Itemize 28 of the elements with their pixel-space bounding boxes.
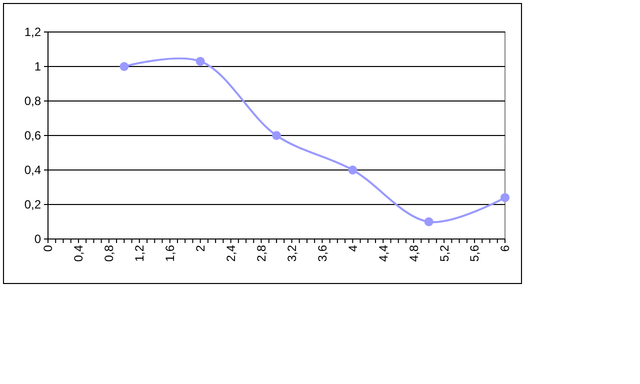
x-tick-label: 2 bbox=[194, 244, 208, 252]
x-tick-label: 0,8 bbox=[102, 244, 116, 262]
y-tick-label: 0,8 bbox=[24, 94, 42, 108]
x-tick-label: 3,2 bbox=[284, 244, 299, 262]
x-tick-label: 0,4 bbox=[72, 244, 86, 262]
x-tick-label: 6 bbox=[498, 244, 512, 252]
x-tick-label: 3,6 bbox=[315, 244, 330, 262]
x-tick-label: 4,8 bbox=[406, 244, 421, 262]
y-tick-label: 0,6 bbox=[24, 128, 42, 143]
point bbox=[120, 62, 129, 71]
x-tick-label: 4 bbox=[346, 244, 360, 252]
x-tick-label: 5,6 bbox=[468, 244, 482, 262]
x-tick-label: 2,8 bbox=[254, 244, 268, 262]
x-tick-label: 1,2 bbox=[132, 244, 147, 262]
x-tick-label: 1,6 bbox=[163, 244, 178, 262]
y-tick-label: 1,2 bbox=[24, 25, 42, 40]
x-tick-label: 5,2 bbox=[437, 244, 452, 262]
x-tick-label: 2,4 bbox=[224, 244, 238, 262]
point bbox=[196, 56, 205, 66]
y-tick-label: 0,2 bbox=[24, 198, 42, 212]
point bbox=[500, 193, 510, 202]
point bbox=[424, 217, 434, 226]
x-tick-label: 0 bbox=[41, 244, 56, 252]
x-tick-label: 4,4 bbox=[376, 244, 390, 262]
y-tick-label: 1 bbox=[34, 60, 42, 74]
y-tick-label: 0,4 bbox=[24, 163, 42, 178]
point bbox=[272, 131, 281, 140]
point bbox=[348, 166, 358, 174]
